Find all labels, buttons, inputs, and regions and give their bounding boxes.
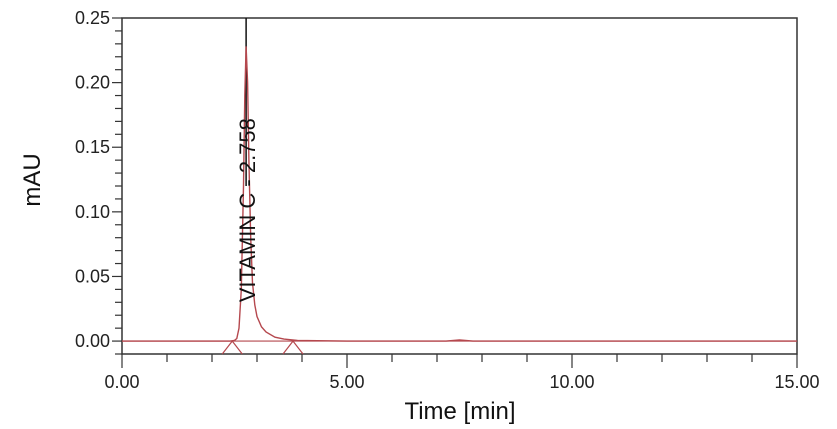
baseline-marker bbox=[282, 340, 304, 355]
y-tick-label: 0.00 bbox=[75, 331, 110, 351]
y-tick-label: 0.25 bbox=[75, 8, 110, 28]
series-trace bbox=[122, 46, 797, 342]
y-tick-label: 0.10 bbox=[75, 202, 110, 222]
x-tick-label: 5.00 bbox=[329, 372, 364, 392]
y-tick-label: 0.20 bbox=[75, 73, 110, 93]
baseline-markers bbox=[221, 340, 304, 355]
y-tick-label: 0.05 bbox=[75, 266, 110, 286]
y-axis: 0.00 0.05 0.10 0.15 0.20 0.25 bbox=[75, 8, 122, 355]
x-axis-label: Time [min] bbox=[404, 398, 515, 425]
x-tick-label: 10.00 bbox=[549, 372, 594, 392]
x-tick-label: 0.00 bbox=[104, 372, 139, 392]
x-axis: 0.00 5.00 10.00 15.00 bbox=[104, 354, 820, 392]
baseline-marker bbox=[221, 340, 243, 355]
plot-frame bbox=[121, 17, 798, 355]
peak-annotation: VITAMIN C - 2.758 bbox=[235, 118, 260, 302]
y-tick-label: 0.15 bbox=[75, 137, 110, 157]
y-axis-label: mAU bbox=[19, 153, 46, 206]
x-tick-label: 15.00 bbox=[774, 372, 819, 392]
